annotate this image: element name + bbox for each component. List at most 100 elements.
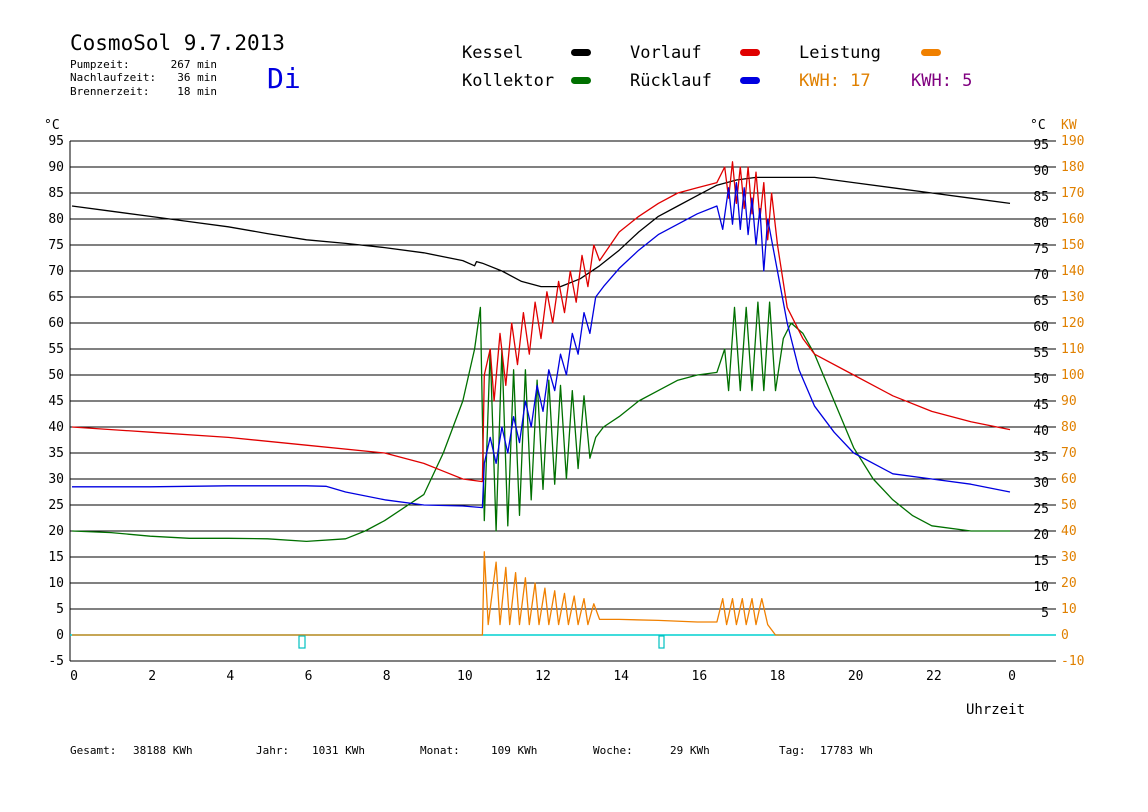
right-c-tick-label: 20 (1033, 528, 1049, 543)
left-tick-label: 5 (56, 602, 64, 617)
grid (69, 140, 1056, 662)
footer-jahr-label: Jahr: (256, 744, 289, 757)
right-kw-tick-label: 0 (1061, 628, 1069, 643)
right-c-tick-label: 60 (1033, 320, 1049, 335)
right-kw-tick-label: 20 (1061, 576, 1077, 591)
left-tick-label: 20 (48, 524, 64, 539)
legend-kollektor-label: Kollektor (462, 71, 554, 91)
right-kw-tick-label: 160 (1061, 212, 1084, 227)
x-axis-label: Uhrzeit (966, 702, 1025, 718)
left-tick-label: 70 (48, 264, 64, 279)
x-tick-label: 14 (613, 669, 629, 684)
right-unit-c: °C (1030, 118, 1046, 133)
kwh-orange: KWH: 17 (799, 71, 871, 91)
units: °C °C KW Uhrzeit (44, 118, 1077, 718)
right-kw-tick-label: 110 (1061, 342, 1084, 357)
left-tick-label: 45 (48, 394, 64, 409)
footer-monat-label: Monat: (420, 744, 460, 757)
left-tick-label: 75 (48, 238, 64, 253)
x-tick-label: 0 (70, 669, 78, 684)
x-tick-label: 8 (383, 669, 391, 684)
series-layer (71, 161, 1011, 636)
right-kw-tick-label: 100 (1061, 368, 1084, 383)
stat-value-2: 18 min (177, 85, 217, 98)
right-c-tick-label: 75 (1033, 242, 1049, 257)
right-c-tick-label: 5 (1041, 606, 1049, 621)
right-c-tick-label: 95 (1033, 138, 1049, 153)
left-tick-label: 60 (48, 316, 64, 331)
legend-ruecklauf-label: Rücklauf (630, 71, 712, 91)
legend-ruecklauf-swatch (740, 77, 760, 84)
left-tick-label: 95 (48, 134, 64, 149)
left-tick-label: 85 (48, 186, 64, 201)
footer-woche-label: Woche: (593, 744, 633, 757)
right-kw-tick-label: 140 (1061, 264, 1084, 279)
left-tick-label: 0 (56, 628, 64, 643)
right-unit-kw: KW (1061, 118, 1077, 133)
legend-kollektor-swatch (571, 77, 591, 84)
series-line-leistung (72, 551, 1010, 636)
stat-label-1: Nachlaufzeit: (70, 71, 156, 84)
right-c-tick-label: 10 (1033, 580, 1049, 595)
right-kw-tick-label: 130 (1061, 290, 1084, 305)
right-kw-tick-label: 30 (1061, 550, 1077, 565)
right-kw-tick-label: 180 (1061, 160, 1084, 175)
right-c-tick-label: 70 (1033, 268, 1049, 283)
kwh-purple: KWH: 5 (911, 71, 972, 91)
legend-kessel-swatch (571, 49, 591, 56)
x-tick-label: 10 (457, 669, 473, 684)
legend-vorlauf-swatch (740, 49, 760, 56)
footer-gesamt-label: Gesamt: (70, 744, 116, 757)
cyan-marker-2 (658, 635, 665, 649)
footer-tag-value: 17783 Wh (820, 744, 873, 757)
right-kw-tick-label: 150 (1061, 238, 1084, 253)
series-line-ruecklauf (72, 181, 1011, 509)
footer-woche-value: 29 KWh (670, 744, 710, 757)
x-tick-label: 12 (535, 669, 551, 684)
footer: Gesamt: 38188 KWh Jahr: 1031 KWh Monat: … (70, 744, 873, 757)
left-tick-label: 90 (48, 160, 64, 175)
right-kw-tick-label: -10 (1061, 654, 1084, 669)
right-c-tick-label: 15 (1033, 554, 1049, 569)
left-tick-label: 10 (48, 576, 64, 591)
x-tick-label: 4 (226, 669, 234, 684)
right-kw-tick-label: 170 (1061, 186, 1084, 201)
right-c-tick-label: 30 (1033, 476, 1049, 491)
left-tick-label: 30 (48, 472, 64, 487)
axis-layer: 95908580757065605550454035302520151050-5… (48, 134, 1084, 684)
legend: Kessel Vorlauf Leistung Kollektor Rückla… (462, 43, 972, 91)
footer-jahr-value: 1031 KWh (312, 744, 365, 757)
x-tick-label: 18 (770, 669, 786, 684)
chart-title: CosmoSol 9.7.2013 (70, 31, 285, 55)
right-kw-tick-label: 40 (1061, 524, 1077, 539)
stat-label-0: Pumpzeit: (70, 58, 130, 71)
right-c-tick-label: 40 (1033, 424, 1049, 439)
left-tick-label: 55 (48, 342, 64, 357)
legend-leistung-swatch (921, 49, 941, 56)
footer-monat-value: 109 KWh (491, 744, 537, 757)
legend-vorlauf-label: Vorlauf (630, 43, 702, 63)
day-label: Di (267, 62, 301, 95)
header: CosmoSol 9.7.2013 Pumpzeit: 267 min Nach… (70, 31, 301, 98)
right-kw-tick-label: 60 (1061, 472, 1077, 487)
right-kw-tick-label: 90 (1061, 394, 1077, 409)
right-kw-tick-label: 50 (1061, 498, 1077, 513)
series-line-vorlauf (71, 161, 1011, 483)
left-tick-label: -5 (48, 654, 64, 669)
left-tick-label: 65 (48, 290, 64, 305)
left-tick-label: 80 (48, 212, 64, 227)
left-unit: °C (44, 118, 60, 133)
right-kw-tick-label: 70 (1061, 446, 1077, 461)
left-tick-label: 40 (48, 420, 64, 435)
x-tick-label: 22 (926, 669, 942, 684)
stat-value-1: 36 min (177, 71, 217, 84)
right-c-tick-label: 85 (1033, 190, 1049, 205)
right-c-tick-label: 55 (1033, 346, 1049, 361)
legend-kessel-label: Kessel (462, 43, 523, 63)
x-tick-label: 0 (1008, 669, 1016, 684)
right-c-tick-label: 35 (1033, 450, 1049, 465)
stat-label-2: Brennerzeit: (70, 85, 149, 98)
x-tick-label: 16 (692, 669, 708, 684)
